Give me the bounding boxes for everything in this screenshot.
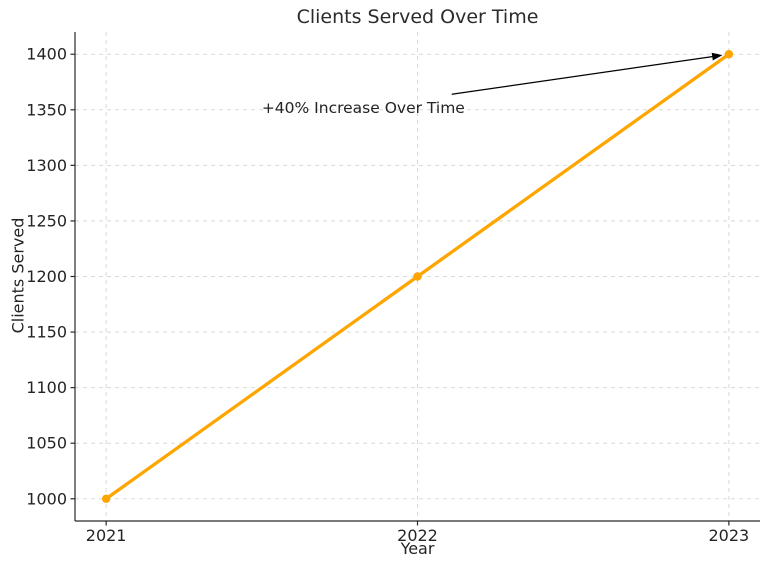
y-axis-label: Clients Served — [8, 217, 28, 334]
data-point — [413, 272, 422, 281]
y-tick-label: 1050 — [26, 434, 67, 453]
y-tick-label: 1150 — [26, 323, 67, 342]
y-tick-label: 1250 — [26, 211, 67, 230]
annotation-arrow-line — [451, 55, 718, 95]
x-tick-label: 2023 — [709, 526, 750, 545]
y-tick-label: 1000 — [26, 489, 67, 508]
y-tick-label: 1200 — [26, 267, 67, 286]
x-axis-label: Year — [400, 539, 435, 558]
annotation-text: +40% Increase Over Time — [261, 98, 465, 117]
y-tick-label: 1100 — [26, 378, 67, 397]
y-tick-label: 1350 — [26, 100, 67, 119]
annotation-arrow-head — [711, 52, 723, 61]
chart-title: Clients Served Over Time — [296, 6, 539, 28]
y-tick-label: 1400 — [26, 45, 67, 64]
y-tick-label: 1300 — [26, 156, 67, 175]
data-point — [101, 494, 111, 503]
x-tick-label: 2021 — [86, 526, 127, 545]
x-tick-label: 2022 — [397, 526, 438, 545]
data-point — [724, 50, 734, 59]
